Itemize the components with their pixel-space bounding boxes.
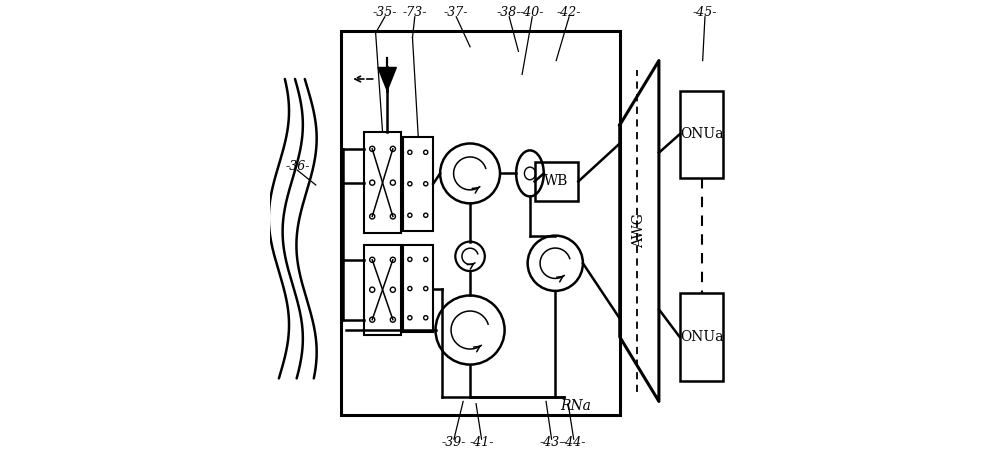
Text: WB: WB <box>544 175 569 188</box>
Text: -35-: -35- <box>373 6 397 18</box>
Text: -39-: -39- <box>442 437 466 450</box>
Bar <box>403 137 433 231</box>
Bar <box>403 245 433 332</box>
Bar <box>364 132 401 233</box>
Text: -36-: -36- <box>285 160 310 173</box>
Text: ONUa: ONUa <box>680 127 723 141</box>
Text: -42-: -42- <box>557 6 581 18</box>
Bar <box>680 293 723 381</box>
Text: -37-: -37- <box>444 6 468 18</box>
Polygon shape <box>378 67 396 91</box>
Text: -73-: -73- <box>403 6 427 18</box>
Text: -40-: -40- <box>520 6 544 18</box>
Text: AWG: AWG <box>632 213 646 249</box>
Bar <box>341 30 620 415</box>
Text: ONUa: ONUa <box>680 330 723 344</box>
Text: -43-: -43- <box>539 437 564 450</box>
Text: -44-: -44- <box>561 437 586 450</box>
Text: -45-: -45- <box>693 6 717 18</box>
Text: -38-: -38- <box>497 6 521 18</box>
Bar <box>680 91 723 178</box>
Bar <box>364 245 401 334</box>
Bar <box>535 162 578 201</box>
Text: RNa: RNa <box>561 399 591 413</box>
Text: -41-: -41- <box>469 437 494 450</box>
